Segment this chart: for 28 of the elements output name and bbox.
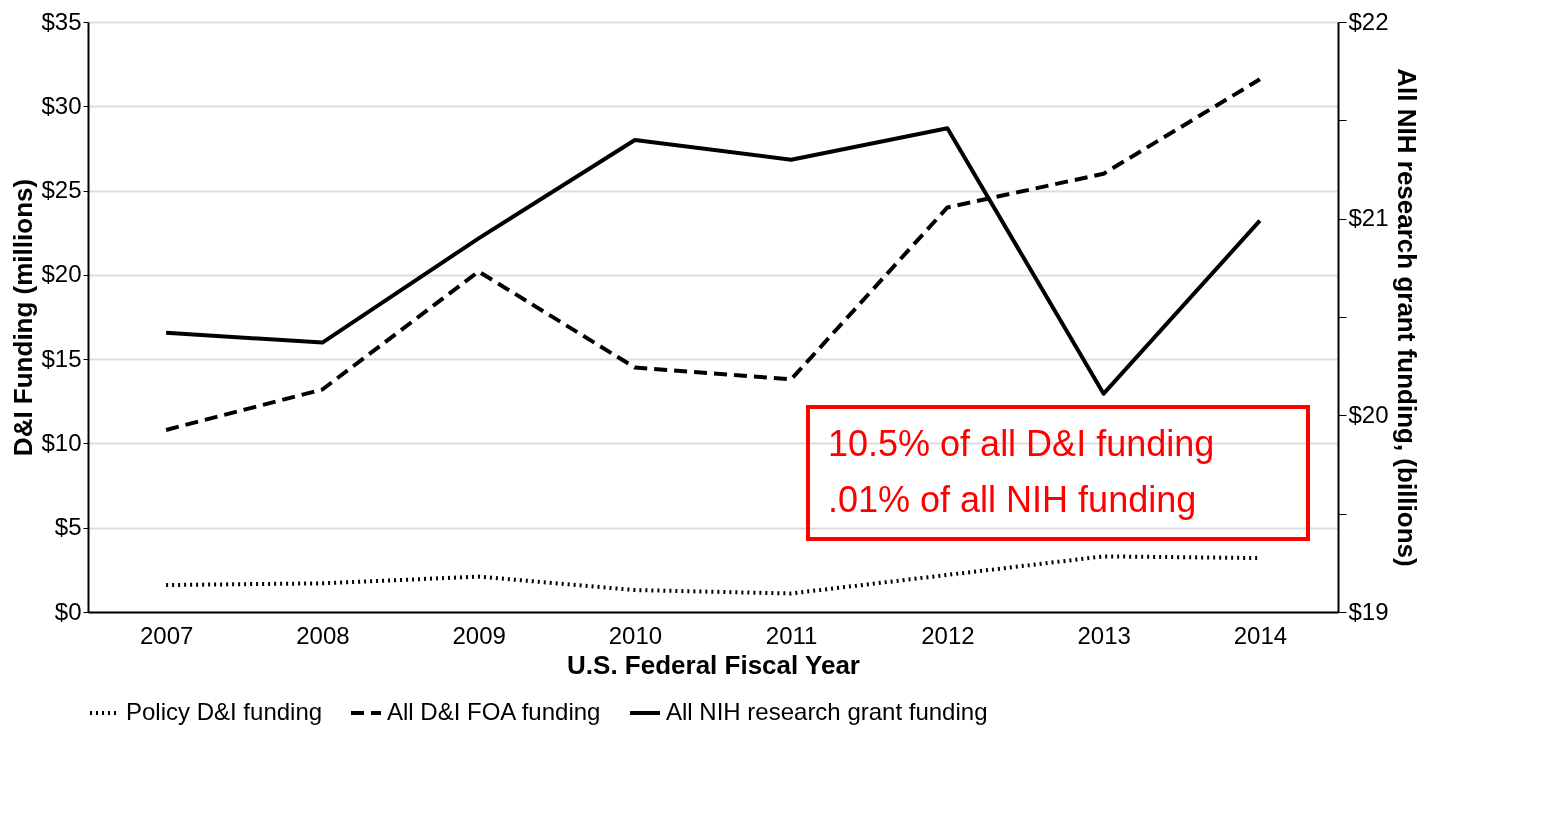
y-tick-label: $30: [41, 91, 82, 119]
y-axis-title: D&I Funding (millions): [8, 178, 39, 457]
x-tick-label: 2014: [1233, 621, 1288, 649]
y-tick-label: $25: [41, 176, 82, 204]
y2-axis-title: All NIH research grant funding, (billions): [1391, 68, 1422, 567]
x-tick-label: 2012: [921, 621, 975, 649]
x-tick-label: 2010: [608, 621, 663, 649]
y2-tick-label: $21: [1348, 204, 1389, 232]
y2-tick-label: $19: [1348, 597, 1389, 625]
y2-tick-label: $20: [1348, 400, 1389, 428]
x-tick-label: 2009: [452, 621, 506, 649]
x-tick-label: 2008: [296, 621, 350, 649]
x-axis-title: U.S. Federal Fiscal Year: [567, 649, 860, 680]
legend-label: All NIH research grant funding: [666, 698, 988, 725]
y-tick-label: $5: [54, 513, 82, 541]
x-tick-label: 2011: [765, 621, 818, 649]
annotation: 10.5% of all D&I funding: [828, 423, 1215, 464]
y-tick-label: $35: [41, 7, 82, 35]
y2-tick-label: $22: [1348, 7, 1389, 35]
legend-label: All D&I FOA funding: [387, 698, 601, 725]
x-tick-label: 2007: [139, 621, 194, 649]
y-tick-label: $10: [41, 428, 82, 456]
annotation: .01% of all NIH funding: [828, 479, 1197, 520]
y-tick-label: $0: [54, 597, 82, 625]
legend-label: Policy D&I funding: [126, 698, 323, 725]
y-tick-label: $20: [41, 260, 82, 288]
y-tick-label: $15: [41, 344, 82, 372]
x-tick-label: 2013: [1077, 621, 1131, 649]
